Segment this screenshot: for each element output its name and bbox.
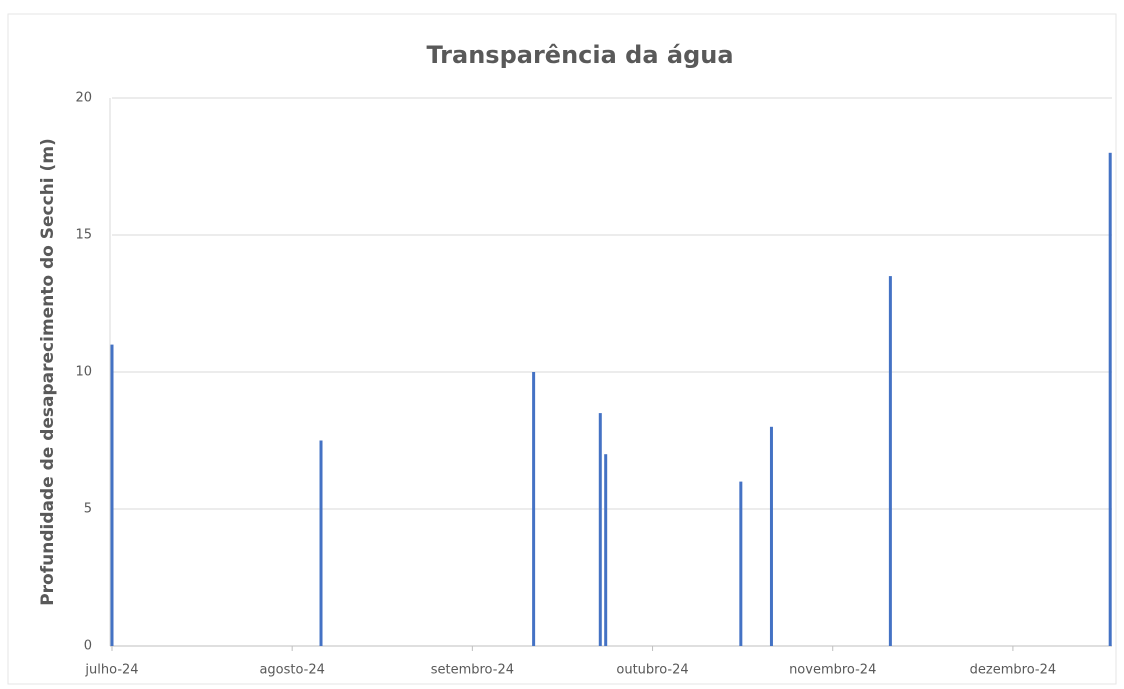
bar — [598, 413, 602, 646]
y-tick-label: 20 — [75, 91, 92, 106]
bar — [1108, 152, 1112, 647]
x-tick-label: novembro-24 — [789, 663, 876, 678]
bar — [532, 372, 536, 646]
x-tick-label: outubro-24 — [616, 663, 688, 678]
y-tick-label: 5 — [84, 502, 92, 517]
chart-title: Transparência da água — [426, 41, 733, 69]
x-tick-label: setembro-24 — [431, 663, 514, 678]
y-tick-label: 0 — [84, 639, 92, 654]
x-tick-label: dezembro-24 — [970, 663, 1056, 678]
y-axis-label: Profundidade de desaparecimento do Secch… — [38, 138, 58, 606]
bar — [110, 344, 114, 646]
x-tick-label: agosto-24 — [259, 663, 324, 678]
bar — [319, 440, 323, 646]
y-tick-label: 15 — [75, 228, 92, 243]
bar — [888, 276, 892, 646]
y-tick-label: 10 — [75, 365, 92, 380]
bar — [739, 481, 743, 646]
bar — [769, 426, 773, 646]
x-tick-label: julho-24 — [84, 663, 138, 678]
bar — [604, 454, 608, 646]
chart-frame — [7, 13, 1117, 685]
